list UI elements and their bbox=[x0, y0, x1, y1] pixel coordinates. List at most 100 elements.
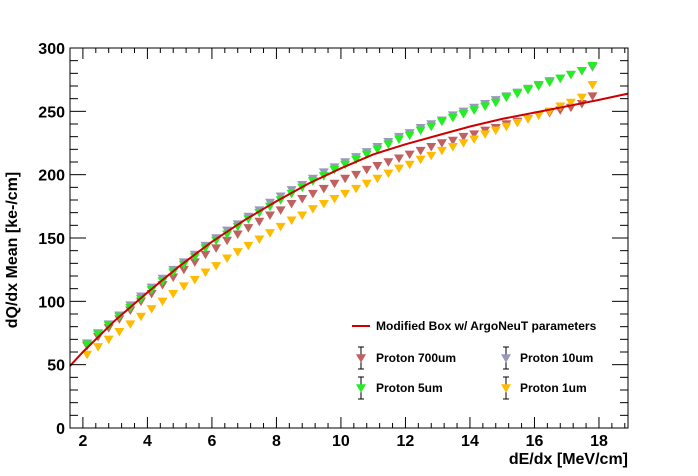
point-proton-1um bbox=[157, 297, 168, 307]
point-proton-700um bbox=[222, 236, 233, 246]
point-proton-700um bbox=[383, 158, 394, 167]
point-proton-1um bbox=[404, 160, 415, 170]
point-proton-700um bbox=[286, 200, 297, 209]
point-proton-1um bbox=[168, 289, 179, 299]
point-proton-5um bbox=[351, 155, 362, 165]
point-proton-5um bbox=[544, 78, 555, 87]
point-proton-1um bbox=[351, 184, 362, 194]
point-proton-1um bbox=[114, 327, 125, 337]
point-proton-1um bbox=[447, 143, 458, 152]
point-proton-1um bbox=[254, 235, 265, 245]
point-proton-700um bbox=[469, 130, 480, 139]
point-proton-5um bbox=[555, 74, 566, 84]
point-proton-1um bbox=[178, 282, 189, 291]
point-proton-700um bbox=[189, 258, 200, 267]
point-proton-1um bbox=[469, 135, 480, 144]
point-proton-1um bbox=[415, 155, 426, 165]
point-proton-700um bbox=[307, 189, 318, 199]
y-tick-label: 200 bbox=[38, 168, 65, 185]
point-proton-5um bbox=[168, 268, 179, 277]
point-proton-700um bbox=[211, 244, 222, 253]
point-proton-1um bbox=[125, 320, 136, 329]
point-proton-1um bbox=[222, 254, 233, 264]
axis-layer: 2 4 6 8 10 12 14 16 18 0 50 100 150 200 250 300 bbox=[38, 41, 628, 450]
legend-label-proton-10um: Proton 10um bbox=[520, 351, 593, 365]
point-proton-1um bbox=[361, 179, 372, 189]
point-proton-5um bbox=[576, 67, 587, 76]
point-proton-5um bbox=[157, 277, 168, 286]
point-proton-1um bbox=[93, 343, 104, 352]
point-proton-5um bbox=[587, 61, 598, 71]
point-proton-700um bbox=[587, 92, 598, 101]
point-proton-700um bbox=[264, 211, 275, 220]
curve-modified-box bbox=[69, 92, 629, 367]
x-tick-label: 18 bbox=[590, 433, 608, 450]
y-tick-label: 50 bbox=[47, 358, 65, 375]
legend-marker-proton-1um bbox=[501, 376, 511, 400]
point-proton-5um bbox=[372, 145, 383, 155]
point-proton-1um bbox=[318, 200, 329, 209]
point-proton-5um bbox=[361, 150, 372, 160]
point-proton-1um bbox=[523, 115, 534, 124]
point-proton-700um bbox=[447, 136, 458, 146]
x-axis-title: dE/dx [MeV/cm] bbox=[509, 451, 628, 468]
x-tick-label: 16 bbox=[526, 433, 544, 450]
point-proton-1um bbox=[587, 80, 598, 90]
point-proton-700um bbox=[329, 179, 340, 189]
point-proton-5um bbox=[329, 165, 340, 175]
point-proton-1um bbox=[372, 174, 383, 184]
legend-marker-proton-5um bbox=[356, 376, 366, 400]
legend-triangle bbox=[356, 354, 366, 363]
point-proton-5um bbox=[415, 126, 426, 136]
point-proton-5um bbox=[383, 140, 394, 150]
point-proton-700um bbox=[168, 273, 179, 283]
x-tick-label: 12 bbox=[397, 433, 415, 450]
point-proton-5um bbox=[436, 117, 447, 127]
x-tick-label: 8 bbox=[272, 433, 281, 450]
point-proton-700um bbox=[340, 174, 351, 184]
point-proton-1um bbox=[501, 122, 512, 132]
point-proton-5um bbox=[501, 93, 512, 103]
point-proton-1um bbox=[297, 211, 308, 220]
y-tick-label: 0 bbox=[56, 421, 65, 438]
y-tick-label: 300 bbox=[38, 41, 65, 58]
point-proton-1um bbox=[533, 111, 544, 120]
point-proton-5um bbox=[82, 340, 93, 350]
point-proton-700um bbox=[404, 150, 415, 160]
point-proton-1um bbox=[490, 126, 501, 136]
point-proton-700um bbox=[393, 154, 404, 163]
point-proton-1um bbox=[135, 312, 146, 322]
legend-label-proton-700um: Proton 700um bbox=[376, 351, 456, 365]
point-proton-1um bbox=[211, 262, 222, 271]
point-proton-1um bbox=[82, 350, 93, 360]
point-proton-5um bbox=[512, 89, 523, 99]
point-proton-1um bbox=[576, 93, 587, 103]
point-proton-700um bbox=[318, 184, 329, 194]
point-proton-5um bbox=[200, 244, 211, 253]
point-proton-700um bbox=[351, 170, 362, 180]
point-proton-1um bbox=[200, 268, 211, 277]
point-proton-5um bbox=[211, 236, 222, 246]
point-proton-1um bbox=[340, 189, 351, 199]
point-proton-1um bbox=[103, 335, 114, 345]
point-proton-1um bbox=[243, 241, 254, 251]
point-proton-700um bbox=[297, 194, 308, 204]
legend-label-proton-5um: Proton 5um bbox=[376, 381, 443, 395]
legend-marker-proton-10um bbox=[501, 346, 511, 370]
point-proton-1um bbox=[286, 216, 297, 226]
legend-triangle bbox=[501, 384, 511, 393]
point-proton-700um bbox=[275, 206, 286, 215]
point-proton-5um bbox=[404, 131, 415, 141]
legend-triangle bbox=[356, 384, 366, 393]
point-proton-700um bbox=[426, 143, 437, 152]
point-proton-5um bbox=[340, 160, 351, 170]
point-proton-1um bbox=[146, 305, 157, 314]
point-proton-5um bbox=[480, 102, 491, 112]
point-proton-700um bbox=[372, 162, 383, 171]
point-proton-5um bbox=[469, 106, 480, 115]
point-proton-700um bbox=[361, 165, 372, 175]
x-tick-label: 2 bbox=[78, 433, 87, 450]
point-proton-1um bbox=[393, 164, 404, 174]
